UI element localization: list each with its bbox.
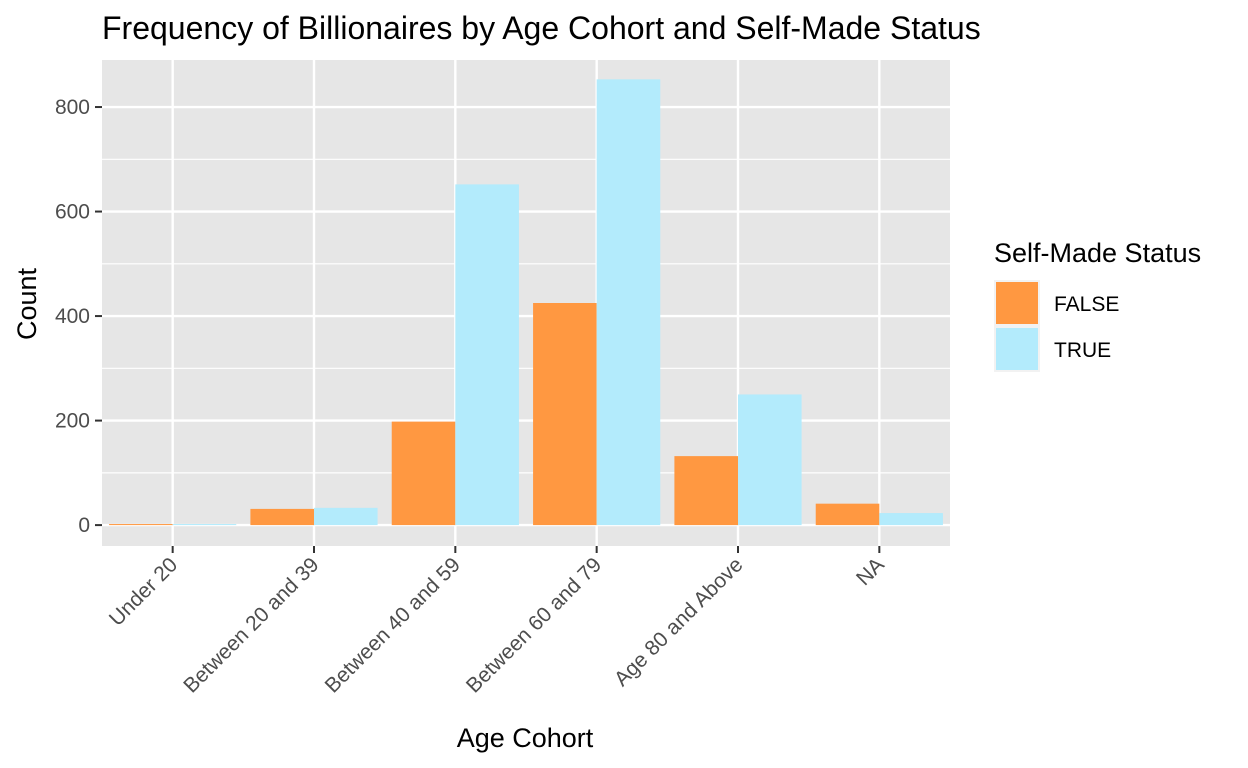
chart-title: Frequency of Billionaires by Age Cohort … <box>102 10 981 46</box>
x-tick-label: Between 60 and 79 <box>462 553 606 697</box>
legend: Self-Made Status FALSE TRUE <box>994 238 1201 372</box>
bar-false-3 <box>533 303 597 526</box>
bar-true-2 <box>455 184 519 526</box>
plot-panel <box>102 60 950 546</box>
legend-key-true <box>996 328 1038 370</box>
x-tick-label: NA <box>852 553 889 590</box>
bar-false-4 <box>674 456 738 526</box>
y-tick-label: 200 <box>55 410 90 433</box>
bar-true-3 <box>596 79 661 526</box>
x-tick-label: Between 20 and 39 <box>179 553 323 697</box>
x-tick-label: Between 40 and 59 <box>321 553 465 697</box>
bar-true-0 <box>172 524 237 526</box>
bar-true-4 <box>738 394 802 526</box>
bar-false-1 <box>250 508 314 526</box>
x-axis-title: Age Cohort <box>457 723 594 753</box>
bar-true-1 <box>314 507 378 526</box>
x-tick-label: Under 20 <box>105 553 182 630</box>
bar-false-2 <box>391 421 456 526</box>
x-tick-label: Age 80 and Above <box>610 553 748 691</box>
bar-false-0 <box>109 524 173 526</box>
y-tick-label: 0 <box>78 514 90 537</box>
legend-label-false: FALSE <box>1054 293 1119 316</box>
legend-key-false <box>996 282 1038 324</box>
bar-true-5 <box>879 513 943 526</box>
legend-title: Self-Made Status <box>994 238 1201 268</box>
y-tick-label: 600 <box>55 201 90 224</box>
bars <box>109 79 943 526</box>
y-axis-title: Count <box>12 267 42 340</box>
y-tick-label: 400 <box>55 305 90 328</box>
legend-label-true: TRUE <box>1054 339 1111 362</box>
y-axis: 0 200 400 600 800 <box>55 96 102 537</box>
bar-false-5 <box>815 503 880 526</box>
gridlines <box>102 60 950 546</box>
y-tick-label: 800 <box>55 96 90 119</box>
